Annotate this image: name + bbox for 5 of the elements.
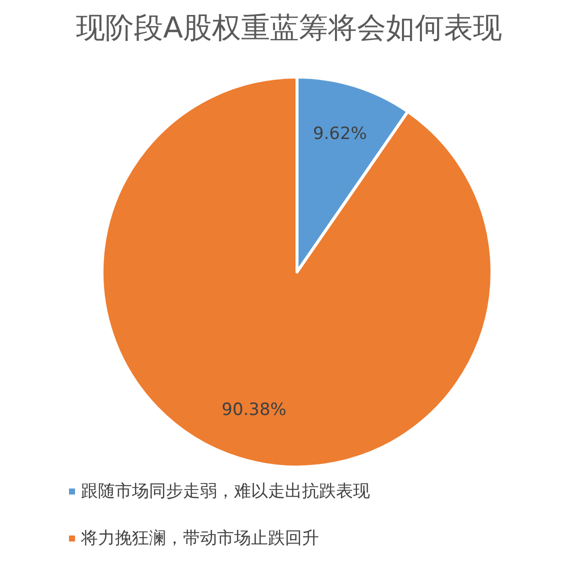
legend-label: 跟随市场同步走弱，难以走出抗跌表现 <box>81 482 370 502</box>
legend-label: 将力挽狂澜，带动市场止跌回升 <box>80 528 319 548</box>
data-label: 9.62% <box>312 124 367 144</box>
data-label: 90.38% <box>222 400 286 420</box>
chart-title: 现阶段A股权重蓝筹将会如何表现 <box>76 10 502 44</box>
